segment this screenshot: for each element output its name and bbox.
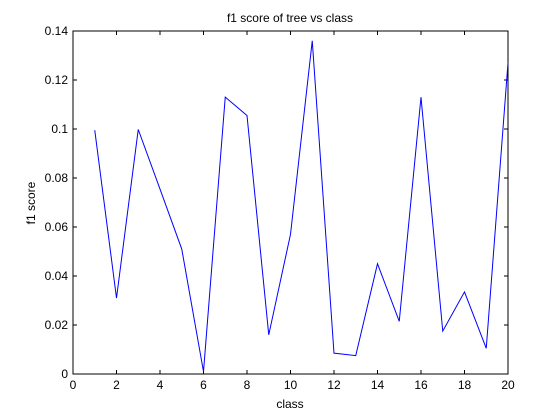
y-tick-label: 0.1 bbox=[51, 122, 68, 136]
x-tick-label: 20 bbox=[501, 378, 515, 392]
y-tick-label: 0.14 bbox=[45, 24, 69, 38]
x-axis-label: class bbox=[276, 397, 303, 411]
plot-area bbox=[72, 30, 509, 375]
x-tick-label: 10 bbox=[284, 378, 298, 392]
x-tick-label: 16 bbox=[414, 378, 428, 392]
x-tick-label: 18 bbox=[458, 378, 472, 392]
x-tick-label: 4 bbox=[157, 378, 164, 392]
x-tick-label: 6 bbox=[200, 378, 207, 392]
x-tick-label: 0 bbox=[70, 378, 77, 392]
x-tick-label: 8 bbox=[244, 378, 251, 392]
y-tick-label: 0.06 bbox=[45, 220, 69, 234]
series-layer bbox=[94, 40, 509, 372]
series-line bbox=[94, 40, 509, 372]
y-tick-label: 0.12 bbox=[45, 73, 69, 87]
chart-title: f1 score of tree vs class bbox=[227, 11, 353, 25]
y-tick-label: 0.08 bbox=[45, 171, 69, 185]
x-tick-label: 2 bbox=[113, 378, 120, 392]
y-tick-label: 0 bbox=[61, 367, 68, 381]
x-tick-label: 14 bbox=[371, 378, 385, 392]
x-tick-label: 12 bbox=[327, 378, 341, 392]
axis-ticks: 0 2 4 6 8 10 12 14 16 18 20 0 0.02 0.04 0.06 0.08 0.1 0.1… bbox=[45, 24, 515, 392]
y-tick-label: 0.02 bbox=[45, 318, 69, 332]
y-tick-label: 0.04 bbox=[45, 269, 69, 283]
y-axis-label: f1 score bbox=[24, 181, 38, 224]
